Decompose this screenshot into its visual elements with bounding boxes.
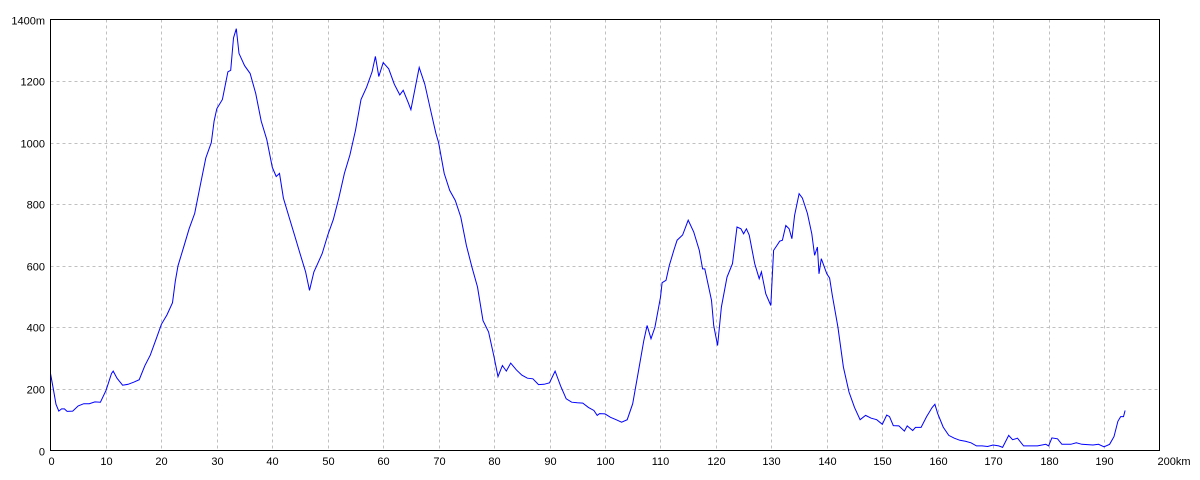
y-tick-label: 0	[39, 447, 45, 459]
y-tick-label: 1000	[21, 139, 45, 151]
x-tick-label: 120	[707, 456, 725, 468]
x-tick-label: 30	[211, 456, 223, 468]
elevation-line	[50, 28, 1126, 449]
x-tick-label: 60	[377, 456, 389, 468]
x-tick-label: 40	[266, 456, 278, 468]
x-tick-label: 130	[762, 456, 780, 468]
grid	[50, 19, 1160, 451]
x-tick-label: 80	[488, 456, 500, 468]
plot-frame	[50, 19, 1160, 451]
x-tick-label: 150	[873, 456, 891, 468]
y-tick-label: 1200	[21, 77, 45, 89]
x-tick-label: 70	[433, 456, 445, 468]
x-tick-label: 0	[48, 456, 54, 468]
y-tick-label: 600	[27, 262, 45, 274]
x-tick-label: 160	[929, 456, 947, 468]
y-tick-label: 800	[27, 200, 45, 212]
x-tick-label: 200km	[1158, 456, 1191, 468]
x-tick-label: 110	[652, 456, 670, 468]
x-tick-label: 50	[322, 456, 334, 468]
y-tick-label: 1400m	[11, 16, 45, 28]
y-tick-label: 200	[27, 385, 45, 397]
x-tick-label: 100	[596, 456, 614, 468]
tick-labels: 0 10 20 30 40 50 60 70 80 90 100 110 120 130 140 150 160…	[11, 16, 1190, 469]
x-tick-label: 170	[984, 456, 1002, 468]
x-tick-label: 140	[818, 456, 836, 468]
x-tick-label: 190	[1095, 456, 1113, 468]
x-tick-label: 20	[155, 456, 167, 468]
y-tick-label: 400	[27, 323, 45, 335]
x-tick-label: 90	[544, 456, 556, 468]
x-tick-label: 10	[100, 456, 112, 468]
x-tick-label: 180	[1040, 456, 1058, 468]
